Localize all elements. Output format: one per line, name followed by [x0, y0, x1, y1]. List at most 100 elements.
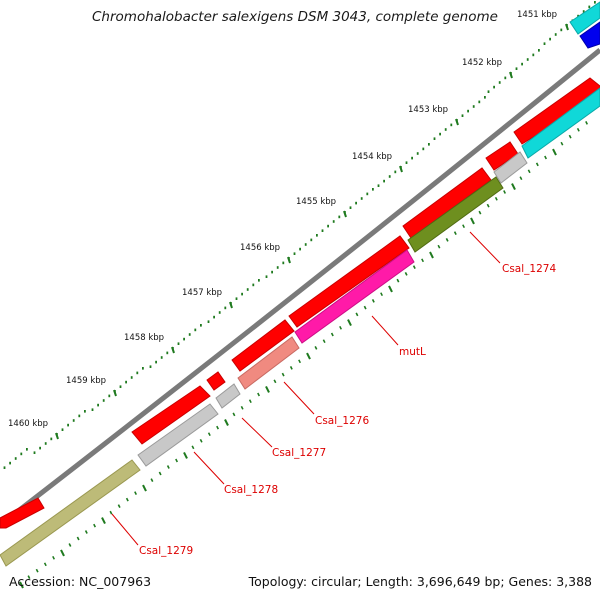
inner-minor-tick	[199, 438, 203, 443]
gray-feature-small	[493, 151, 528, 184]
scale-minor-tick	[416, 152, 419, 155]
scale-minor-tick	[282, 261, 285, 265]
inner-minor-tick	[158, 471, 162, 476]
gene-arrow	[288, 235, 410, 328]
scale-minor-tick	[394, 170, 397, 174]
scale-minor-tick	[549, 37, 551, 41]
cyan-feature	[521, 87, 600, 159]
scale-minor-tick	[252, 283, 255, 287]
scale-minor-tick	[218, 311, 221, 314]
inner-minor-tick	[273, 379, 277, 384]
inner-minor-tick	[527, 169, 531, 174]
gene-arrow	[206, 371, 226, 391]
inner-major-tick	[306, 352, 311, 360]
scale-major-tick	[343, 210, 347, 218]
inner-minor-tick	[503, 190, 507, 194]
scale-label: 1452 kbp	[462, 58, 502, 68]
inner-major-tick	[511, 183, 516, 191]
salmon-feature-1276	[237, 336, 300, 390]
inner-major-tick	[101, 517, 106, 525]
gene-label-csal-1279: Csal_1279	[139, 545, 193, 557]
inner-major-tick	[552, 148, 557, 156]
inner-minor-tick	[535, 162, 539, 167]
map-title: Chromohalobacter salexigens DSM 3043, co…	[92, 9, 498, 25]
cyan-feature-top	[569, 1, 600, 35]
scale-minor-tick	[26, 448, 28, 451]
inner-major-tick	[183, 451, 188, 459]
inner-minor-tick	[35, 568, 39, 573]
scale-minor-tick	[183, 337, 185, 341]
inner-minor-tick	[298, 359, 302, 364]
genome-summary-text: Topology: circular; Length: 3,696,649 bp…	[248, 574, 592, 589]
inner-major-tick	[19, 581, 24, 589]
inner-minor-tick	[330, 332, 334, 337]
scale-minor-tick	[498, 81, 501, 84]
cds-arrows-strand-1	[0, 77, 600, 529]
inner-minor-tick	[76, 536, 80, 541]
inner-major-tick	[388, 285, 393, 293]
inner-minor-tick	[412, 265, 416, 269]
inner-minor-tick	[462, 224, 466, 229]
scale-major-tick	[455, 118, 459, 126]
inner-minor-tick	[125, 497, 129, 502]
scale-minor-tick	[39, 446, 41, 450]
scale-minor-tick	[67, 423, 69, 427]
inner-minor-tick	[232, 412, 236, 417]
blue-feature-top	[579, 21, 600, 49]
gray-feature-1277	[215, 383, 241, 409]
leader-csal-1276	[283, 381, 315, 415]
inner-major-tick	[347, 319, 352, 327]
scale-minor-tick	[450, 123, 453, 127]
scale-minor-tick	[91, 408, 94, 411]
inner-minor-tick	[134, 491, 138, 495]
scale-minor-tick	[560, 28, 563, 32]
inner-major-tick	[60, 549, 65, 557]
scale-minor-tick	[258, 279, 260, 282]
khaki-feature	[0, 459, 141, 567]
scale-minor-tick	[487, 90, 490, 93]
scale-minor-tick	[478, 100, 481, 104]
scale-minor-tick	[276, 266, 279, 269]
scale-minor-tick	[142, 367, 144, 370]
inner-minor-tick	[519, 176, 523, 181]
scale-minor-tick	[355, 201, 357, 205]
inner-minor-tick	[240, 405, 244, 410]
scale-minor-tick	[188, 333, 191, 336]
inner-minor-tick	[150, 478, 154, 482]
inner-minor-tick	[576, 127, 580, 132]
inner-minor-tick	[166, 465, 170, 469]
scale-major-tick	[229, 301, 233, 309]
leader-csal-1278	[193, 451, 225, 485]
scale-minor-tick	[428, 143, 430, 146]
inner-minor-tick	[544, 155, 548, 160]
scale-label: 1455 kbp	[296, 197, 336, 207]
scale-minor-tick	[136, 371, 139, 375]
scale-minor-tick	[349, 206, 352, 209]
scale-minor-tick	[33, 451, 36, 454]
inner-minor-tick	[355, 312, 359, 317]
scale-minor-tick	[130, 376, 133, 379]
scale-minor-tick	[155, 360, 157, 364]
inner-major-tick	[265, 385, 270, 393]
scale-minor-tick	[521, 62, 523, 66]
leader-csal-1274	[469, 231, 501, 264]
inner-major-tick	[224, 419, 229, 426]
gray-feature-1278	[137, 403, 219, 467]
scale-minor-tick	[532, 53, 535, 57]
scale-minor-tick	[422, 147, 425, 151]
leader-csal-1279	[111, 513, 139, 546]
scale-minor-tick	[515, 67, 518, 70]
scale-minor-tick	[299, 247, 301, 251]
inner-minor-tick	[191, 445, 195, 450]
scale-major-tick	[113, 389, 117, 397]
inner-minor-tick	[248, 399, 252, 404]
inner-minor-tick	[396, 278, 400, 283]
scale-minor-tick	[160, 356, 163, 359]
inner-minor-tick	[281, 372, 285, 377]
scale-minor-tick	[332, 220, 335, 223]
scale-minor-tick	[405, 161, 408, 164]
scale-minor-tick	[50, 437, 53, 441]
inner-major-tick	[470, 217, 475, 225]
scale-minor-tick	[149, 365, 152, 368]
scale-minor-tick	[411, 156, 413, 160]
